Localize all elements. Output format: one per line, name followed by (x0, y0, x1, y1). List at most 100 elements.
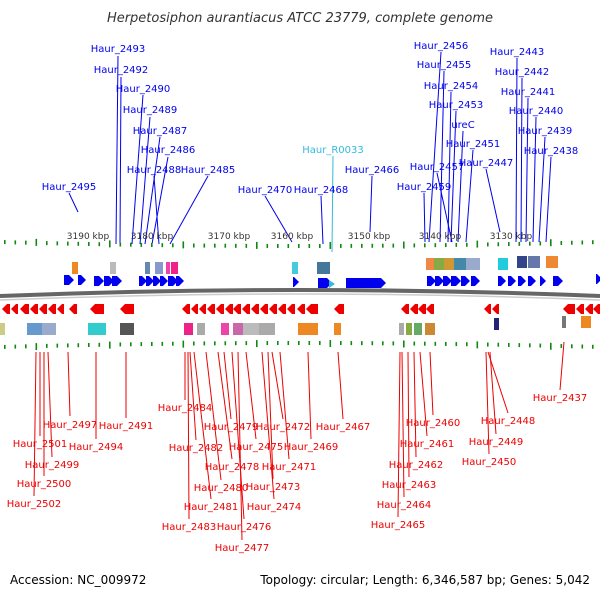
forward-gene-arrow (318, 278, 332, 288)
forward-gene-arrow (553, 276, 563, 286)
reverse-gene-arrow (278, 304, 286, 314)
leader-line (223, 351, 232, 420)
tick-mark (56, 241, 59, 246)
tick-mark (581, 344, 584, 349)
reverse-gene-arrow (334, 304, 344, 314)
reverse-gene-arrow (2, 304, 10, 314)
annotation-block (426, 258, 434, 270)
tick-mark (35, 238, 38, 246)
tick-mark (256, 340, 258, 348)
leader-line (423, 192, 426, 243)
bottom-gene-label: Haur_2437 (533, 393, 588, 404)
reverse-gene-arrow (57, 304, 64, 314)
tick-mark (46, 241, 48, 246)
annotation-block (434, 258, 444, 270)
rna-gene-arrow (329, 280, 335, 288)
tick-mark (98, 342, 101, 347)
reverse-gene-arrow (182, 304, 190, 314)
bottom-gene-label: Haur_2480 (194, 483, 249, 494)
reverse-gene-arrow (30, 304, 38, 314)
tick-mark (340, 341, 342, 346)
tick-mark (14, 240, 17, 245)
tick-mark (434, 243, 437, 248)
bottom-gene-label: Haur_2461 (400, 439, 455, 450)
tick-mark (329, 241, 332, 249)
annotation-block (562, 316, 566, 328)
top-gene-label: Haur_2493 (91, 44, 146, 55)
annotation-block (494, 318, 499, 330)
tick-mark (445, 243, 447, 248)
top-gene-label: Haur_2470 (238, 185, 293, 196)
leader-line (439, 70, 445, 243)
top-gene-label: Haur_2488 (127, 165, 182, 176)
bottom-gene-label: Haur_2476 (217, 522, 272, 533)
tick-mark (592, 240, 594, 245)
top-gene-label: Haur_2441 (501, 87, 556, 98)
reverse-gene-arrow (120, 304, 134, 314)
tick-mark (4, 344, 6, 349)
tick-mark (382, 341, 384, 346)
leader-line (119, 76, 122, 245)
genome-backbone (0, 288, 600, 301)
tick-mark (4, 240, 6, 245)
leader-line (151, 156, 169, 245)
tick-mark (88, 342, 90, 347)
tick-mark (287, 341, 290, 346)
leader-line (187, 351, 190, 520)
leader-line (264, 195, 293, 243)
top-gene-label: Haur_2453 (429, 100, 484, 111)
tick-mark (361, 341, 363, 346)
annotation-block (581, 316, 591, 328)
tick-mark (109, 341, 111, 349)
tick-mark (151, 341, 153, 346)
leader-line (47, 351, 53, 458)
reverse-gene-arrow (593, 304, 600, 314)
top-gene-label: Haur_2438 (524, 146, 579, 157)
annotation-block (259, 323, 275, 335)
tick-mark (361, 243, 363, 248)
leader-line (331, 155, 334, 253)
tick-mark (193, 341, 195, 346)
bottom-gene-label: Haur_2473 (246, 482, 301, 493)
tick-mark (266, 341, 269, 346)
forward-gene-arrow (518, 276, 526, 286)
leader-line (67, 351, 71, 417)
bottom-gene-label: Haur_2478 (205, 462, 260, 473)
leader-line (267, 351, 274, 480)
tick-mark (382, 243, 384, 248)
tick-mark (182, 340, 185, 348)
top-gene-label: Haur_2457 (410, 162, 465, 173)
tick-mark (172, 341, 174, 346)
leader-line (115, 55, 119, 245)
reverse-gene-arrow (484, 304, 491, 314)
scale-label: 3160 kbp (271, 232, 314, 242)
bottom-gene-label: Haur_2469 (284, 442, 339, 453)
leader-line (520, 77, 523, 243)
tick-mark (319, 243, 321, 248)
tick-mark (466, 342, 468, 347)
leader-line (487, 351, 509, 414)
tick-mark (550, 239, 552, 247)
bottom-gene-label: Haur_2449 (469, 437, 524, 448)
gene-labels: Haur_2493 Haur_2492 Haur_2490 Haur_2489 Haur… (7, 41, 588, 554)
reverse-gene-arrow (418, 304, 426, 314)
top-gene-label: Haur_2485 (181, 165, 236, 176)
tick-mark (424, 341, 426, 346)
bottom-gene-label: Haur_2462 (389, 460, 444, 471)
annotation-block (298, 323, 318, 335)
bottom-gene-label: Haur_2491 (99, 421, 154, 432)
forward-gene-arrow (596, 274, 600, 284)
leader-line (33, 351, 37, 497)
reverse-gene-arrow (199, 304, 206, 314)
forward-gene-arrow (427, 276, 436, 286)
tick-mark (497, 242, 500, 247)
leader-line (369, 175, 373, 233)
leader-line (320, 195, 324, 245)
leader-line (429, 351, 434, 416)
tick-mark (476, 341, 479, 349)
tick-mark (403, 241, 405, 249)
leader-line (131, 94, 144, 245)
leader-line (419, 351, 428, 437)
tick-mark (77, 343, 80, 348)
reverse-gene-arrow (20, 304, 29, 314)
